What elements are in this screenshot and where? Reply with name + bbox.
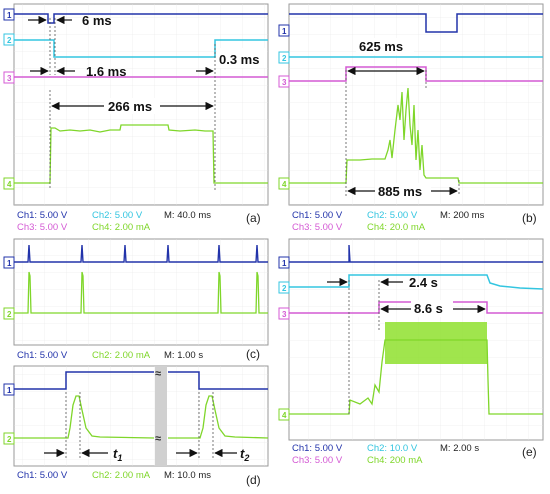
panel-e-ch4-noise-band [385, 322, 487, 364]
panel-d-timebase: M: 10.0 ms [164, 470, 211, 481]
panel-e-annotation-8-6s: 8.6 s [414, 301, 443, 316]
panel-e-label: (e) [522, 445, 537, 459]
panel-a-trace-ch4 [14, 124, 268, 184]
panel-b-label: (b) [522, 211, 537, 225]
panel-b-scale-info: Ch1: 5.00 V Ch2: 5.00 V M: 200 ms Ch3: 5… [292, 210, 485, 233]
panel-a-annotation-266ms: 266 ms [108, 99, 152, 114]
panel-a-ch4-scale: Ch4: 2.00 mA [92, 222, 151, 233]
panel-c-channel-markers: 1 2 [3, 256, 15, 320]
panel-b-ch1-scale: Ch1: 5.00 V [292, 210, 343, 221]
panel-c-trace-ch1 [14, 244, 268, 263]
panel-b-ch3-scale: Ch3: 5.00 V [292, 222, 343, 233]
panel-a-ch3-scale: Ch3: 5.00 V [17, 222, 68, 233]
panel-b-timebase: M: 200 ms [440, 210, 485, 221]
panel-b-trace-ch4 [289, 87, 543, 184]
marker-ch2: 2 [7, 310, 12, 319]
marker-ch2: 2 [282, 284, 287, 293]
panel-d-break-band [155, 366, 167, 466]
marker-ch3: 3 [7, 74, 12, 83]
panel-e-annotation-2-4s: 2.4 s [409, 275, 438, 290]
panel-b-annotation-885ms: 885 ms [378, 184, 422, 199]
panel-d-annotation-t1: t1 [113, 446, 122, 463]
panel-e-ch4-scale: Ch4: 200 mA [367, 455, 423, 466]
panel-d-ch2-scale: Ch2: 2.00 mA [92, 470, 151, 481]
panel-a-label: (a) [246, 211, 261, 225]
panel-e-ch2-scale: Ch2: 10.0 V [367, 443, 418, 454]
panel-c: 1 2 Ch1: 5.00 V Ch2: 2.00 mA M: 1.00 s (… [3, 238, 269, 361]
panel-d-trace-ch2-b [168, 395, 269, 439]
marker-ch2: 2 [7, 435, 12, 444]
panel-a-annotation-6ms: 6 ms [82, 13, 112, 28]
panel-d-scale-info: Ch1: 5.00 V Ch2: 2.00 mA M: 10.0 ms [17, 470, 211, 481]
panel-c-timebase: M: 1.00 s [164, 350, 203, 361]
marker-ch1: 1 [282, 27, 287, 36]
marker-ch2: 2 [7, 36, 12, 45]
marker-ch1: 1 [282, 259, 287, 268]
panel-d-break-mark-top: ≈ [155, 368, 161, 380]
panel-d-trace-ch1-b [168, 371, 268, 390]
marker-ch3: 3 [282, 310, 287, 319]
panel-b-annotation-625ms: 625 ms [359, 39, 403, 54]
marker-ch2: 2 [282, 54, 287, 63]
panel-d-channel-markers: 1 2 [3, 383, 15, 445]
panel-d-annotation-t2: t2 [240, 446, 249, 463]
panel-e-trace-ch4 [289, 339, 543, 415]
panel-c-ch2-scale: Ch2: 2.00 mA [92, 350, 151, 361]
panel-d-grid [14, 366, 268, 466]
marker-ch4: 4 [282, 180, 287, 189]
panel-a-ch2-scale: Ch2: 5.00 V [92, 210, 143, 221]
marker-ch1: 1 [7, 259, 12, 268]
panel-d-break-mark-bottom: ≈ [155, 433, 161, 445]
marker-ch1: 1 [7, 386, 12, 395]
panel-c-scale-info: Ch1: 5.00 V Ch2: 2.00 mA M: 1.00 s [17, 350, 203, 361]
panel-e: 1 2 3 4 2.4 s 8.6 s Ch1: 5.00 V Ch2: 10.… [278, 238, 544, 466]
panel-e-ch3-scale: Ch3: 5.00 V [292, 455, 343, 466]
panel-e-trace-ch1 [289, 244, 543, 263]
marker-ch1: 1 [7, 11, 12, 20]
panel-b: 1 2 3 4 625 ms 885 ms Ch1: 5.00 V Ch2: 5… [278, 3, 544, 233]
panel-a-annotation-0-3ms: 0.3 ms [219, 52, 259, 67]
marker-ch3: 3 [282, 78, 287, 87]
panel-d-ch1-scale: Ch1: 5.00 V [17, 470, 68, 481]
panel-e-timebase: M: 2.00 s [440, 443, 479, 454]
panel-a-trace-ch2 [14, 39, 268, 58]
panel-d: 1 2 ≈ ≈ t1 t2 Ch1: 5.00 V Ch2: 2.00 mA M… [3, 365, 269, 487]
panel-e-channel-markers: 1 2 3 4 [278, 256, 290, 421]
panel-c-grid [14, 239, 268, 345]
panel-a-annotation-1-6ms: 1.6 ms [86, 64, 126, 79]
panel-c-trace-ch2 [14, 271, 268, 314]
panel-d-label: (d) [246, 473, 261, 487]
panel-b-trace-ch1 [289, 13, 543, 33]
panel-a-trace-ch1 [14, 13, 268, 24]
panel-d-trace-ch2 [14, 395, 155, 439]
panel-b-grid [289, 4, 543, 205]
panel-a-channel-markers: 1 2 3 4 [3, 8, 15, 190]
panel-a-ch1-scale: Ch1: 5.00 V [17, 210, 68, 221]
panel-a: 1 2 3 4 6 ms 1.6 ms 0.3 ms 266 ms Ch1: 5… [3, 3, 269, 233]
panel-b-ch4-scale: Ch4: 20.0 mA [367, 222, 426, 233]
panel-b-ch2-scale: Ch2: 5.00 V [367, 210, 418, 221]
panel-c-ch1-scale: Ch1: 5.00 V [17, 350, 68, 361]
marker-ch4: 4 [282, 411, 287, 420]
panel-e-ch1-scale: Ch1: 5.00 V [292, 443, 343, 454]
panel-b-channel-markers: 1 2 3 4 [278, 24, 290, 190]
panel-c-label: (c) [246, 347, 260, 361]
panel-e-scale-info: Ch1: 5.00 V Ch2: 10.0 V M: 2.00 s Ch3: 5… [292, 443, 479, 466]
panel-a-timebase: M: 40.0 ms [164, 210, 211, 221]
panel-a-scale-info: Ch1: 5.00 V Ch2: 5.00 V M: 40.0 ms Ch3: … [17, 210, 211, 233]
marker-ch4: 4 [7, 180, 12, 189]
panel-d-trace-ch1 [14, 371, 154, 390]
